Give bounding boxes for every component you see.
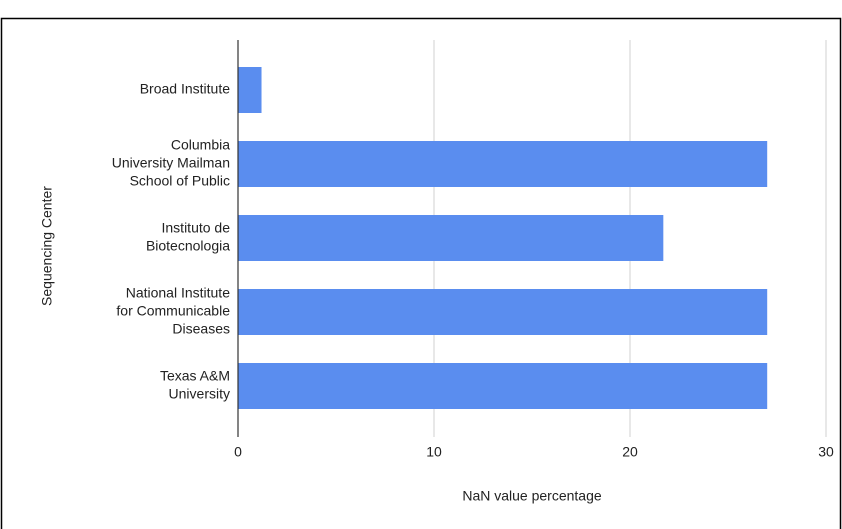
x-tick-label: 30: [818, 444, 834, 460]
y-tick-label: University: [169, 386, 230, 402]
x-axis-label: NaN value percentage: [462, 488, 602, 504]
y-tick-label: National Institute: [126, 285, 230, 301]
frame: [0, 17, 842, 529]
y-tick-label: Instituto de: [162, 220, 231, 236]
y-tick-label: Columbia: [171, 137, 230, 153]
bar: [238, 67, 262, 113]
y-axis-label: Sequencing Center: [39, 186, 55, 306]
bar: [238, 363, 768, 409]
x-tick-label: 10: [426, 444, 442, 460]
y-tick-label: Broad Institute: [140, 81, 230, 97]
y-tick-label: University Mailman: [112, 155, 230, 171]
x-tick-label: 20: [622, 444, 638, 460]
y-tick-label: Texas A&M: [160, 368, 230, 384]
y-tick-label: Biotecnologia: [146, 238, 230, 254]
bar: [238, 289, 768, 335]
y-tick-label: for Communicable: [116, 303, 230, 319]
x-tick-label: 0: [234, 444, 242, 460]
y-tick-label: Diseases: [172, 321, 230, 337]
y-tick-label: School of Public: [130, 173, 230, 189]
bar: [238, 141, 768, 187]
bar: [238, 215, 664, 261]
